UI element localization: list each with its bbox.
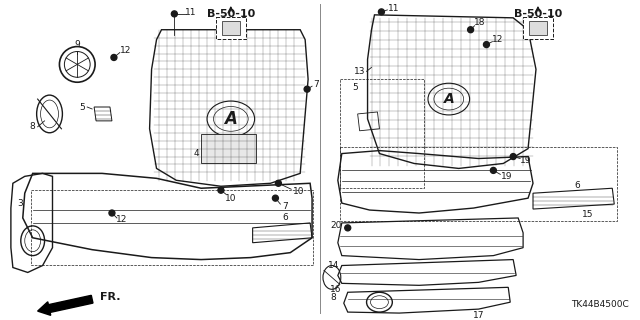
Text: 4: 4 <box>193 149 199 158</box>
Circle shape <box>218 187 224 193</box>
Bar <box>201 134 255 164</box>
Text: 11: 11 <box>388 4 399 13</box>
Circle shape <box>345 225 351 231</box>
Circle shape <box>111 54 117 60</box>
Bar <box>340 147 617 221</box>
Bar <box>523 17 553 39</box>
Text: B-50-10: B-50-10 <box>514 9 562 19</box>
Text: 15: 15 <box>582 210 593 219</box>
Text: 18: 18 <box>474 18 485 27</box>
Text: 10: 10 <box>292 187 304 196</box>
Text: 12: 12 <box>116 215 127 224</box>
Text: 16: 16 <box>330 285 341 294</box>
Text: 8: 8 <box>330 293 335 302</box>
Text: FR.: FR. <box>100 292 120 302</box>
Bar <box>31 190 313 265</box>
Text: 12: 12 <box>120 46 131 55</box>
Text: 6: 6 <box>282 213 288 222</box>
Text: 5: 5 <box>79 102 85 111</box>
Circle shape <box>304 86 310 92</box>
Text: 10: 10 <box>225 194 237 203</box>
Text: 17: 17 <box>473 310 484 320</box>
FancyArrow shape <box>38 295 93 315</box>
Text: TK44B4500C: TK44B4500C <box>572 300 629 309</box>
Circle shape <box>483 42 490 48</box>
Circle shape <box>468 27 474 33</box>
Text: 12: 12 <box>492 35 503 44</box>
Circle shape <box>172 11 177 17</box>
Text: 8: 8 <box>30 122 36 131</box>
Text: A: A <box>225 110 237 128</box>
Text: 7: 7 <box>282 202 288 211</box>
Text: 5: 5 <box>352 83 358 92</box>
Text: 13: 13 <box>354 67 365 76</box>
Text: 1: 1 <box>228 23 234 32</box>
Text: 6: 6 <box>575 181 580 190</box>
Text: 19: 19 <box>500 172 512 181</box>
Text: A: A <box>444 92 454 106</box>
Circle shape <box>510 154 516 159</box>
Text: 14: 14 <box>328 261 339 270</box>
Bar <box>222 21 240 35</box>
Text: 9: 9 <box>74 40 80 49</box>
Circle shape <box>378 9 385 15</box>
Circle shape <box>490 167 497 173</box>
Bar <box>529 21 547 35</box>
Text: 19: 19 <box>520 156 532 165</box>
Circle shape <box>109 210 115 216</box>
Text: 11: 11 <box>186 8 197 17</box>
Text: 7: 7 <box>313 80 319 89</box>
Text: 20: 20 <box>330 221 341 230</box>
Circle shape <box>275 180 282 186</box>
Text: 3: 3 <box>17 199 22 208</box>
Bar <box>340 79 424 188</box>
Bar <box>216 17 246 39</box>
Text: B-50-10: B-50-10 <box>207 9 255 19</box>
Circle shape <box>273 195 278 201</box>
